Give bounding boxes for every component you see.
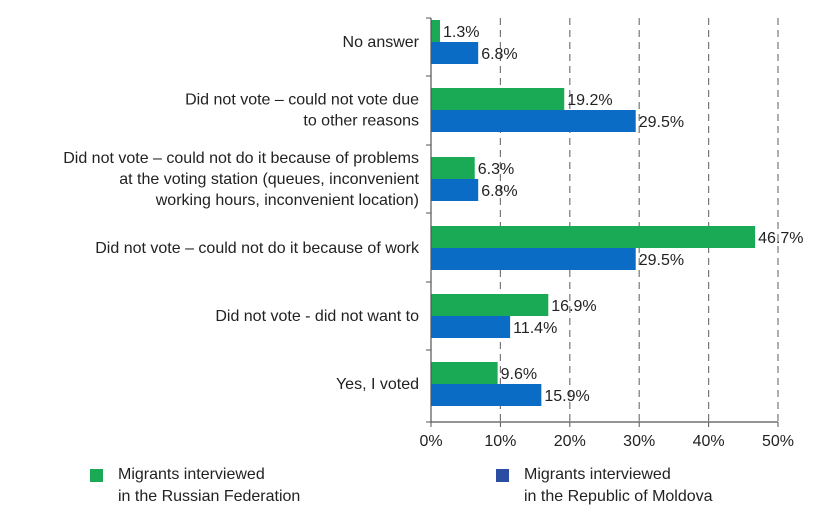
value-label-moldova-0: 6.8% [481, 46, 517, 63]
value-label-russia-3: 46.7% [758, 230, 803, 247]
bar-russia-0 [431, 20, 441, 42]
x-tick-label-10: 10% [484, 433, 516, 450]
category-label-2: Did not vote – could not do it because o… [63, 150, 419, 209]
legend-swatch-moldova [496, 469, 509, 482]
value-label-moldova-5: 15.9% [544, 388, 589, 405]
category-label-1: Did not vote – could not vote due to othe… [185, 92, 419, 130]
legend-label-moldova: Migrants interviewed in the Republic of … [524, 466, 713, 505]
x-tick-label-50: 50% [762, 433, 794, 450]
bar-russia-2 [431, 157, 475, 179]
bar-moldova-5 [431, 384, 542, 406]
x-tick-label-0: 0% [419, 433, 442, 450]
bar-russia-1 [431, 88, 565, 110]
bar-russia-3 [431, 226, 756, 248]
category-label-3: Did not vote – could not do it because o… [95, 240, 420, 257]
category-label-4: Did not vote - did not want to [215, 308, 419, 325]
legend-label-russia: Migrants interviewed in the Russian Fede… [118, 466, 301, 505]
bar-moldova-3 [431, 248, 636, 270]
bar-moldova-0 [431, 42, 479, 64]
bar-moldova-2 [431, 179, 479, 201]
x-tick-label-30: 30% [623, 433, 655, 450]
category-label-5: Yes, I voted [336, 376, 419, 393]
x-tick-label-20: 20% [554, 433, 586, 450]
value-label-moldova-3: 29.5% [639, 252, 684, 269]
bar-russia-4 [431, 294, 549, 316]
value-label-russia-5: 9.6% [501, 366, 537, 383]
value-label-moldova-4: 11.4% [513, 320, 557, 337]
value-label-moldova-1: 29.5% [639, 114, 684, 131]
value-label-russia-2: 6.3% [478, 161, 514, 178]
x-tick-label-40: 40% [693, 433, 725, 450]
value-label-moldova-2: 6.8% [481, 183, 517, 200]
value-label-russia-1: 19.2% [567, 92, 612, 109]
bar-moldova-4 [431, 316, 511, 338]
value-label-russia-4: 16.9% [551, 298, 596, 315]
category-label-0: No answer [343, 34, 420, 51]
bar-russia-5 [431, 362, 498, 384]
value-label-russia-0: 1.3% [443, 24, 479, 41]
legend-swatch-russia [90, 469, 103, 482]
bar-moldova-1 [431, 110, 636, 132]
